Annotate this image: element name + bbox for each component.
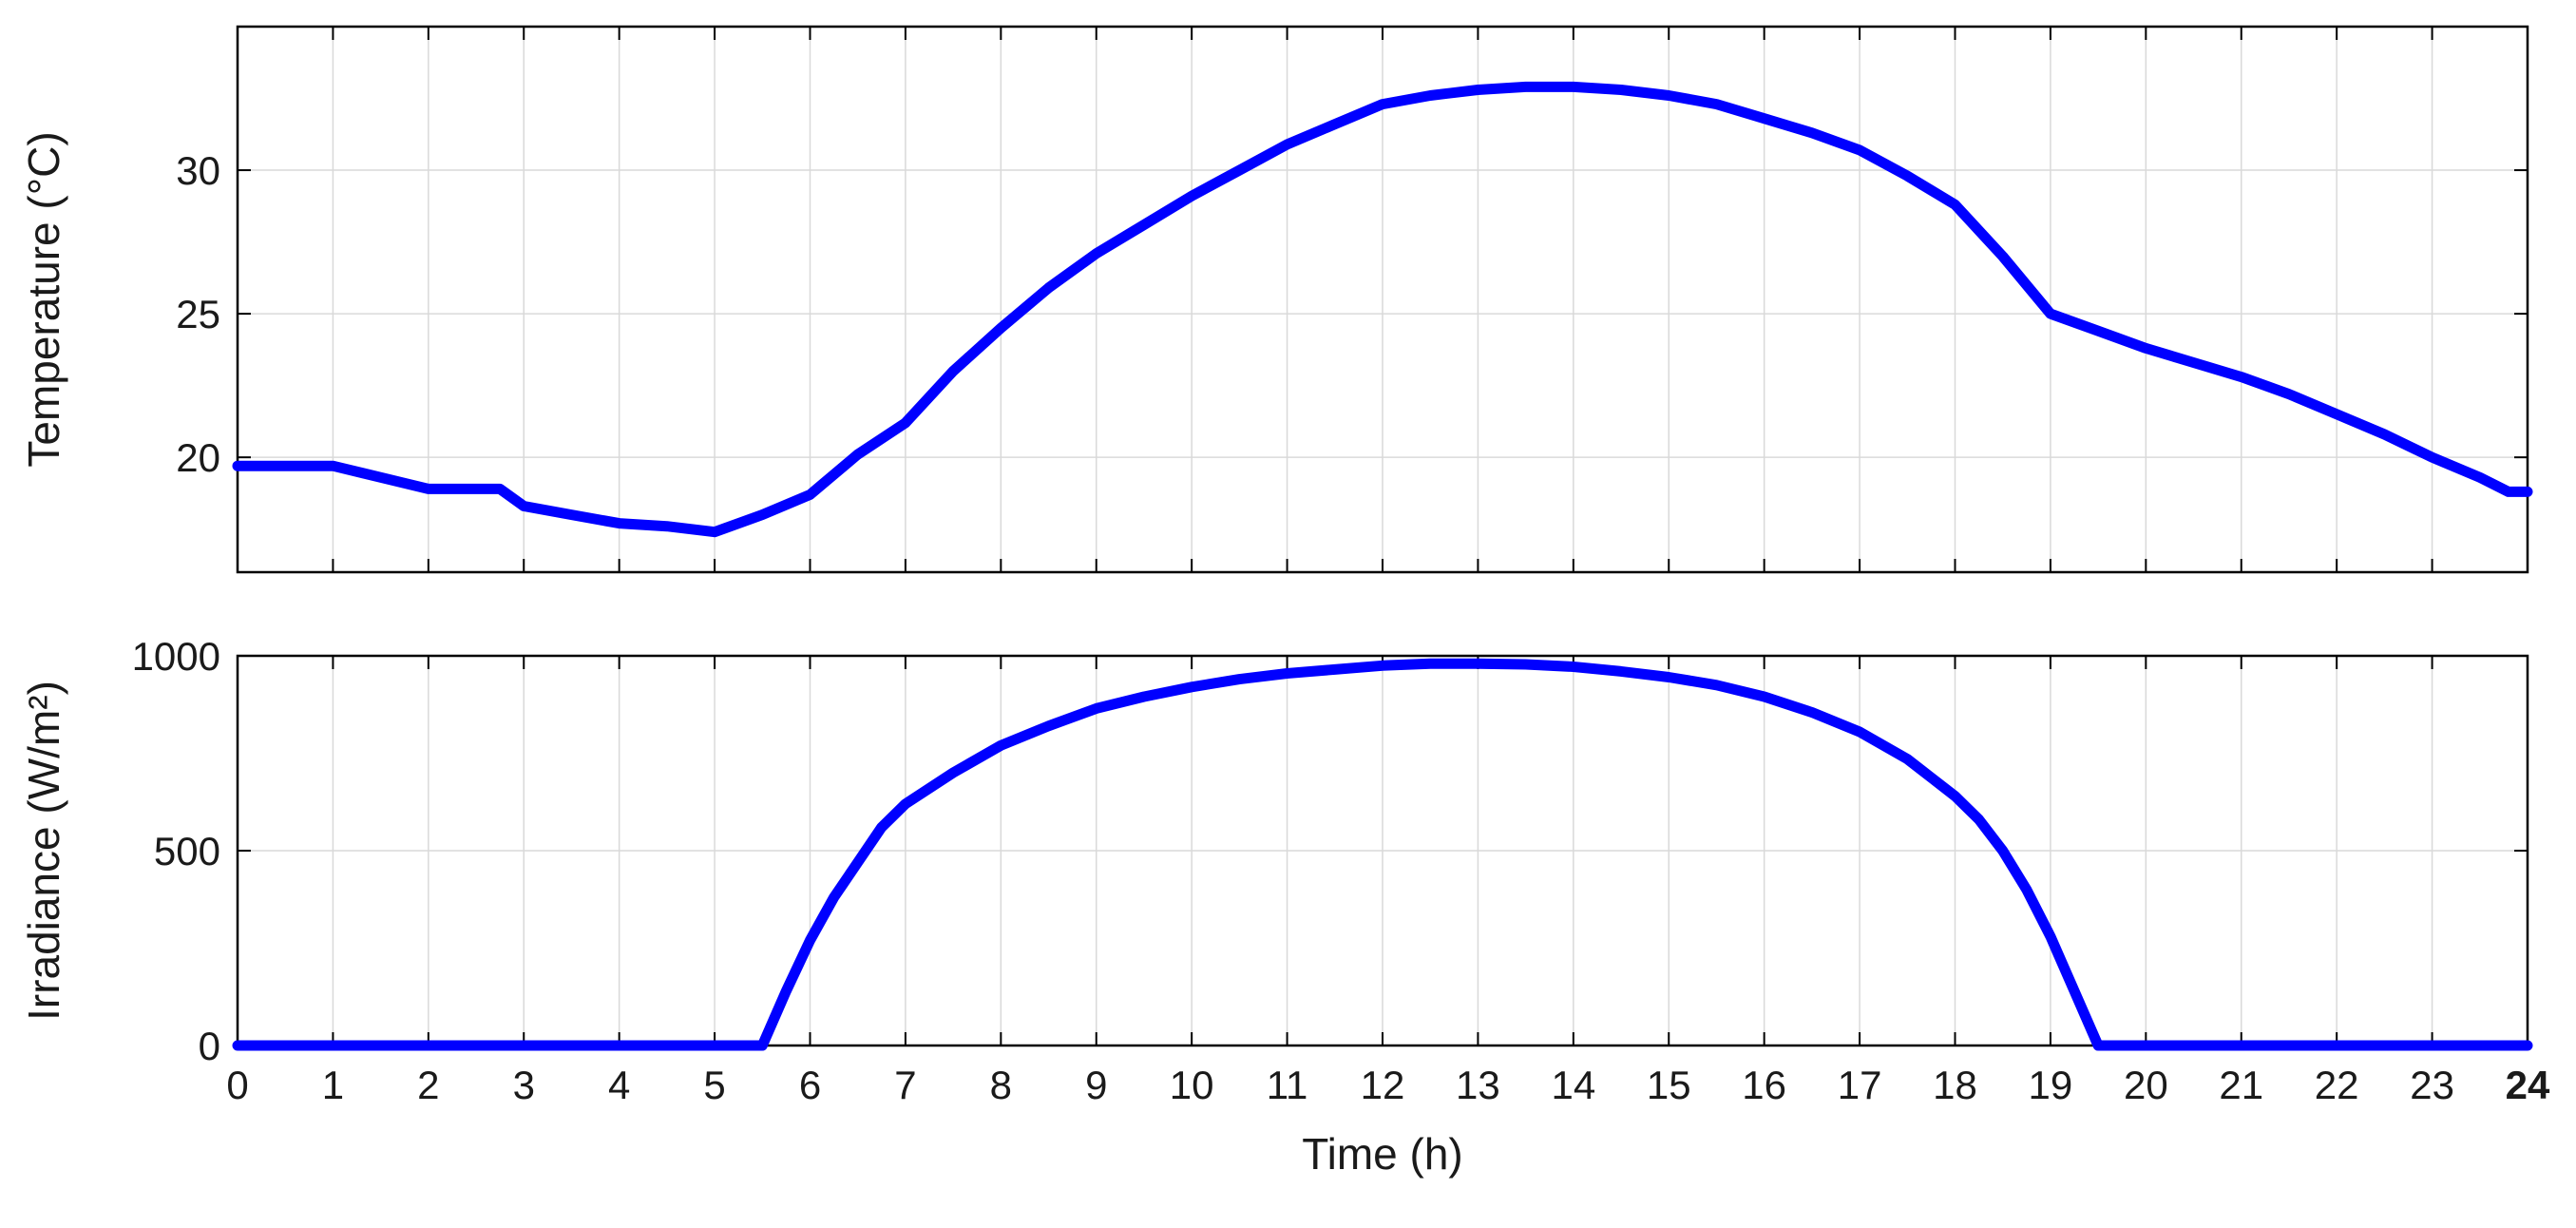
irradiance-x-tick-label: 13 [1456,1063,1500,1107]
irradiance-x-tick-label: 9 [1085,1063,1107,1107]
irradiance-x-tick-label: 18 [1933,1063,1977,1107]
irradiance-y-tick-label: 0 [199,1024,220,1068]
temperature-y-tick-label: 30 [176,148,220,193]
irradiance-x-tick-label: 17 [1838,1063,1882,1107]
irradiance-x-tick-label: 20 [2124,1063,2168,1107]
irradiance-x-tick-label: 23 [2410,1063,2454,1107]
irradiance-x-tick-label: 2 [417,1063,439,1107]
temperature-panel: 20 25 30 Temperature (°C) [19,25,2533,574]
irradiance-x-tick-label: 6 [799,1063,821,1107]
temperature-series-line [232,81,2533,538]
irradiance-x-tick-label: 0 [226,1063,248,1107]
irradiance-x-axis-label: Time (h) [1302,1129,1463,1179]
irradiance-y-axis-label: Irradiance (W/m²) [19,681,68,1021]
irradiance-x-tick-label: 19 [2029,1063,2073,1107]
temperature-y-tick-label: 20 [176,435,220,480]
irradiance-y-tick-label: 1000 [132,634,220,679]
irradiance-y-tick-label: 500 [154,829,220,873]
irradiance-x-tick-label: 10 [1170,1063,1214,1107]
irradiance-x-tick-label: 24 [2506,1063,2550,1107]
irradiance-x-tick-label: 12 [1361,1063,1405,1107]
irradiance-x-tick-label: 16 [1742,1063,1786,1107]
temperature-y-tick-label: 25 [176,292,220,336]
irradiance-x-tick-label: 3 [513,1063,535,1107]
irradiance-x-tick-label: 21 [2219,1063,2263,1107]
temperature-y-axis-label: Temperature (°C) [19,131,68,467]
irradiance-x-tick-label: 22 [2315,1063,2359,1107]
irradiance-x-tick-label: 8 [990,1063,1012,1107]
irradiance-x-tick-label: 15 [1647,1063,1691,1107]
irradiance-x-tick-label: 14 [1551,1063,1595,1107]
irradiance-x-tick-label: 1 [322,1063,344,1107]
irradiance-x-tick-label: 7 [894,1063,916,1107]
irradiance-x-tick-label: 4 [608,1063,630,1107]
irradiance-x-tick-label: 11 [1267,1063,1308,1107]
irradiance-x-tick-label: 5 [703,1063,725,1107]
irradiance-series-line [232,658,2533,1051]
